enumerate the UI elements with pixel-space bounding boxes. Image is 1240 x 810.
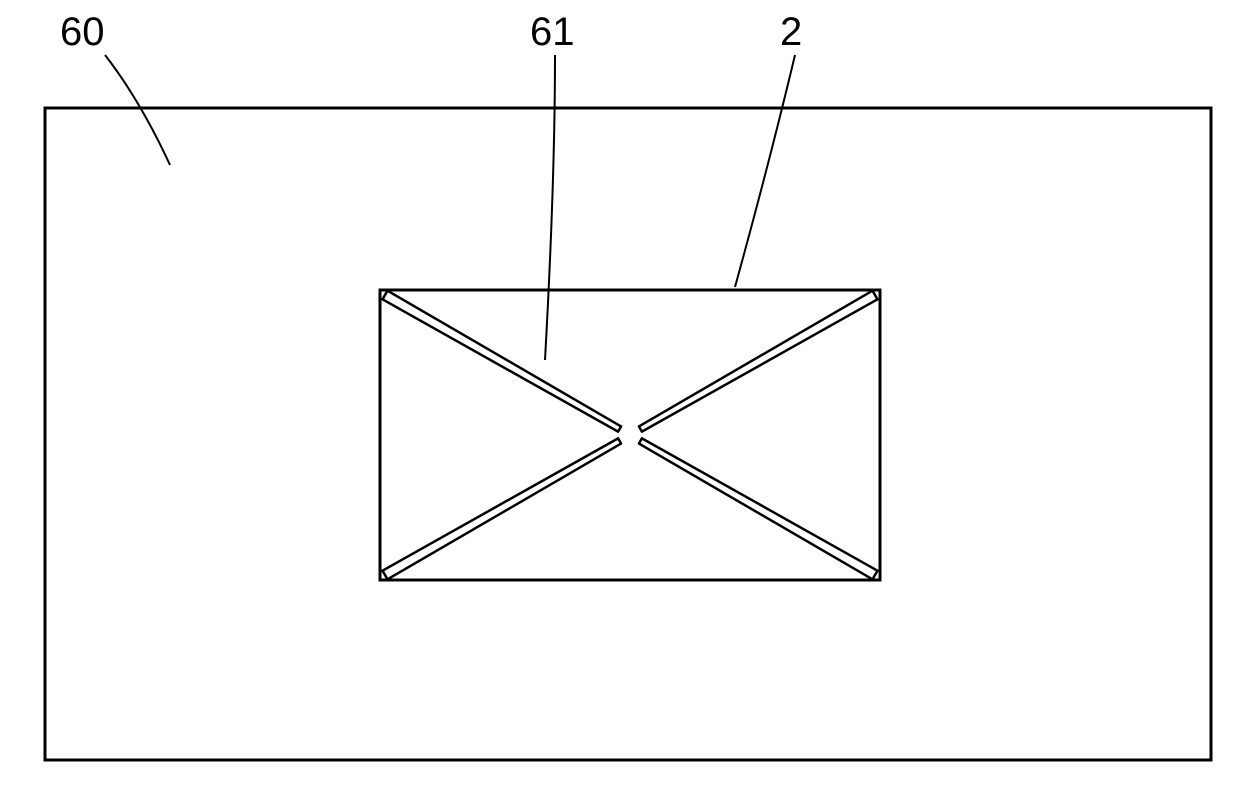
- x-pattern: [383, 291, 878, 580]
- label-60-text: 60: [60, 10, 105, 54]
- leader-line-2: [735, 55, 795, 287]
- label-2: 2: [780, 10, 802, 55]
- label-61-text: 61: [530, 10, 575, 54]
- label-60: 60: [60, 10, 105, 55]
- x-bar-top-right: [639, 291, 878, 432]
- inner-rectangle: [380, 290, 880, 580]
- outer-rectangle: [45, 108, 1211, 760]
- diagram-container: 60 61 2: [0, 0, 1240, 805]
- leader-line-61: [545, 55, 555, 360]
- leader-line-60: [105, 55, 170, 165]
- x-bar-bottom-left: [383, 438, 622, 579]
- diagram-svg: [0, 0, 1240, 805]
- x-bar-top-left: [383, 291, 622, 432]
- label-61: 61: [530, 10, 575, 55]
- label-2-text: 2: [780, 10, 802, 54]
- x-bar-bottom-right: [639, 438, 878, 579]
